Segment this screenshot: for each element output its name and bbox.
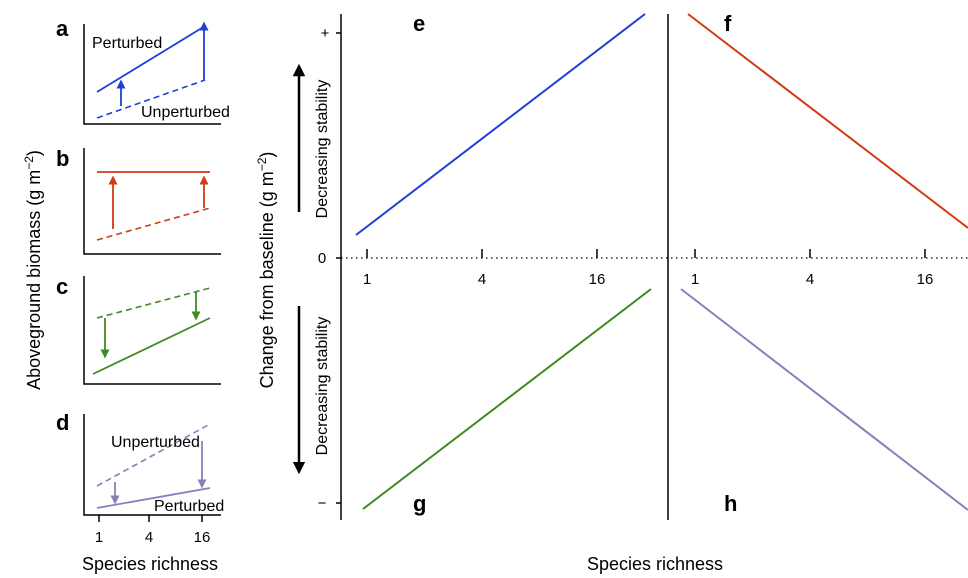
panel-a-unperturbed-line <box>96 79 206 119</box>
left-y-axis-title: Aboveground biomass (g m−2) <box>22 150 44 390</box>
panel-h-line <box>680 288 968 511</box>
panel-a: a Perturbed Unperturbed <box>56 16 230 125</box>
panel-a-unperturbed-label: Unperturbed <box>141 104 230 121</box>
panel-a-axes <box>83 24 221 125</box>
right-x-axis-title: Species richness <box>587 554 723 574</box>
panel-a-perturbed-line <box>96 25 206 93</box>
left-column: Aboveground biomass (g m−2) a Perturbed … <box>22 16 230 574</box>
e-x-tick-label-4: 4 <box>478 271 486 288</box>
left-x-tick-label-16: 16 <box>194 529 211 546</box>
e-x-tick-label-1: 1 <box>363 271 371 288</box>
right-y-tick-label-plus: + <box>321 25 330 42</box>
panel-a-perturbed-label: Perturbed <box>92 35 162 52</box>
panel-d-axes <box>83 414 221 516</box>
left-x-axis-title: Species richness <box>82 554 218 574</box>
left-x-axis: 1 4 16 Species richness <box>82 515 218 574</box>
panel-label-c: c <box>56 274 68 299</box>
panel-b: b <box>56 146 221 255</box>
panel-label-a: a <box>56 16 69 41</box>
stability-label-upper: Decreasing stability <box>314 80 331 219</box>
right-y-title-sup: −2 <box>255 157 269 171</box>
panel-label-b: b <box>56 146 69 171</box>
panel-d-unperturbed-line <box>96 423 211 487</box>
e-x-tick-label-16: 16 <box>589 271 606 288</box>
panel-label-h: h <box>724 491 737 516</box>
panel-f-line <box>687 13 968 229</box>
panel-label-f: f <box>724 11 732 36</box>
panel-b-unperturbed-line <box>96 207 211 241</box>
panel-d-perturbed-label: Perturbed <box>154 498 224 515</box>
left-y-title-sup: −2 <box>22 156 36 170</box>
panel-label-g: g <box>413 491 426 516</box>
left-y-title-close: ) <box>24 150 44 156</box>
f-x-tick-label-1: 1 <box>691 271 699 288</box>
panel-c-unperturbed-line <box>96 287 211 319</box>
panel-d-unperturbed-label: Unperturbed <box>111 434 200 451</box>
panel-c-axes <box>83 276 221 385</box>
panel-c: c <box>56 274 221 385</box>
right-y-title-close: ) <box>257 152 277 158</box>
panel-e-line <box>355 13 646 236</box>
left-x-tick-label-4: 4 <box>145 529 153 546</box>
panel-b-axes <box>83 148 221 255</box>
panel-d: d Unperturbed Perturbed <box>56 410 224 516</box>
panel-g-line <box>362 288 652 510</box>
f-x-tick-label-16: 16 <box>917 271 934 288</box>
left-x-tick-label-1: 1 <box>95 529 103 546</box>
right-y-title-text: Change from baseline (g m <box>257 171 277 388</box>
panel-d-perturbed-line <box>96 487 211 509</box>
left-y-title-text: Aboveground biomass (g m <box>24 170 44 390</box>
right-y-tick-label-zero: 0 <box>318 250 326 267</box>
right-figure: Change from baseline (g m−2) Decreasing … <box>255 11 968 574</box>
stability-label-lower: Decreasing stability <box>314 317 331 456</box>
right-y-tick-label-minus: − <box>318 495 327 512</box>
panel-label-e: e <box>413 11 425 36</box>
right-y-axis-title: Change from baseline (g m−2) <box>255 152 277 389</box>
f-x-tick-label-4: 4 <box>806 271 814 288</box>
panel-label-d: d <box>56 410 69 435</box>
panel-c-perturbed-line <box>92 317 211 375</box>
